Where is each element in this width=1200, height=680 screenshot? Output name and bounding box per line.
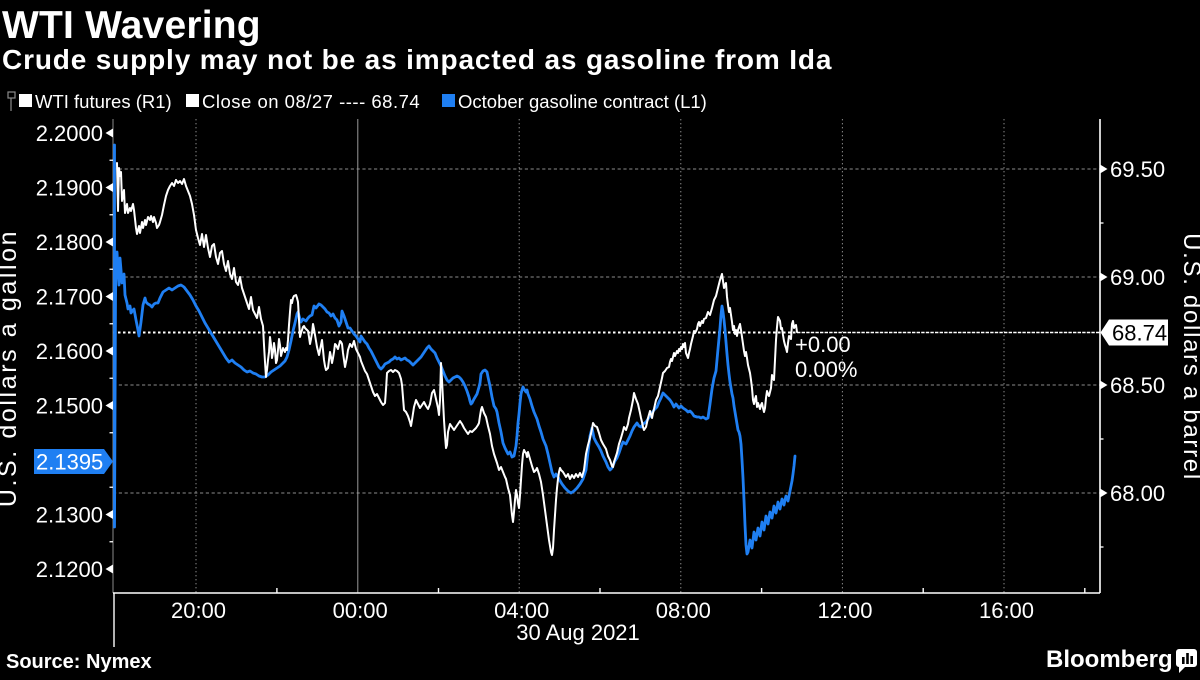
svg-text:Crude supply may not be as imp: Crude supply may not be as impacted as g…	[2, 44, 832, 75]
svg-text:2.1600: 2.1600	[36, 339, 103, 364]
svg-text:Source: Nymex: Source: Nymex	[6, 651, 152, 673]
svg-text:2.1900: 2.1900	[36, 176, 103, 201]
svg-text:30 Aug 2021: 30 Aug 2021	[516, 620, 640, 645]
svg-text:68.50: 68.50	[1110, 373, 1165, 398]
svg-text:U.S. dollars a barrel: U.S. dollars a barrel	[1178, 233, 1200, 481]
svg-text:12:00: 12:00	[817, 598, 872, 623]
svg-text:Bloomberg: Bloomberg	[1046, 646, 1173, 673]
svg-text:October gasoline contract (L1): October gasoline contract (L1)	[458, 91, 707, 112]
svg-text:04:00: 04:00	[494, 598, 549, 623]
svg-text:68.74: 68.74	[1112, 321, 1167, 346]
svg-text:2.1395: 2.1395	[36, 450, 103, 475]
svg-text:2.2000: 2.2000	[36, 121, 103, 146]
svg-text:16:00: 16:00	[979, 598, 1034, 623]
svg-text:0.00%: 0.00%	[795, 357, 857, 382]
svg-text:08:00: 08:00	[656, 598, 711, 623]
svg-text:69.50: 69.50	[1110, 157, 1165, 182]
svg-text:Close on 08/27 ---- 68.74: Close on 08/27 ---- 68.74	[202, 91, 420, 112]
svg-text:2.1800: 2.1800	[36, 230, 103, 255]
svg-text:20:00: 20:00	[171, 598, 226, 623]
svg-text:2.1300: 2.1300	[36, 503, 103, 528]
svg-text:69.00: 69.00	[1110, 265, 1165, 290]
svg-text:2.1700: 2.1700	[36, 285, 103, 310]
svg-text:00:00: 00:00	[333, 598, 388, 623]
svg-text:68.00: 68.00	[1110, 481, 1165, 506]
svg-text:2.1500: 2.1500	[36, 394, 103, 419]
svg-text:+0.00: +0.00	[795, 332, 851, 357]
svg-text:2.1200: 2.1200	[36, 557, 103, 582]
svg-text:WTI futures (R1): WTI futures (R1)	[35, 91, 172, 112]
svg-text:U.S. dollars a gallon: U.S. dollars a gallon	[0, 229, 22, 507]
svg-text:WTI Wavering: WTI Wavering	[2, 4, 261, 47]
